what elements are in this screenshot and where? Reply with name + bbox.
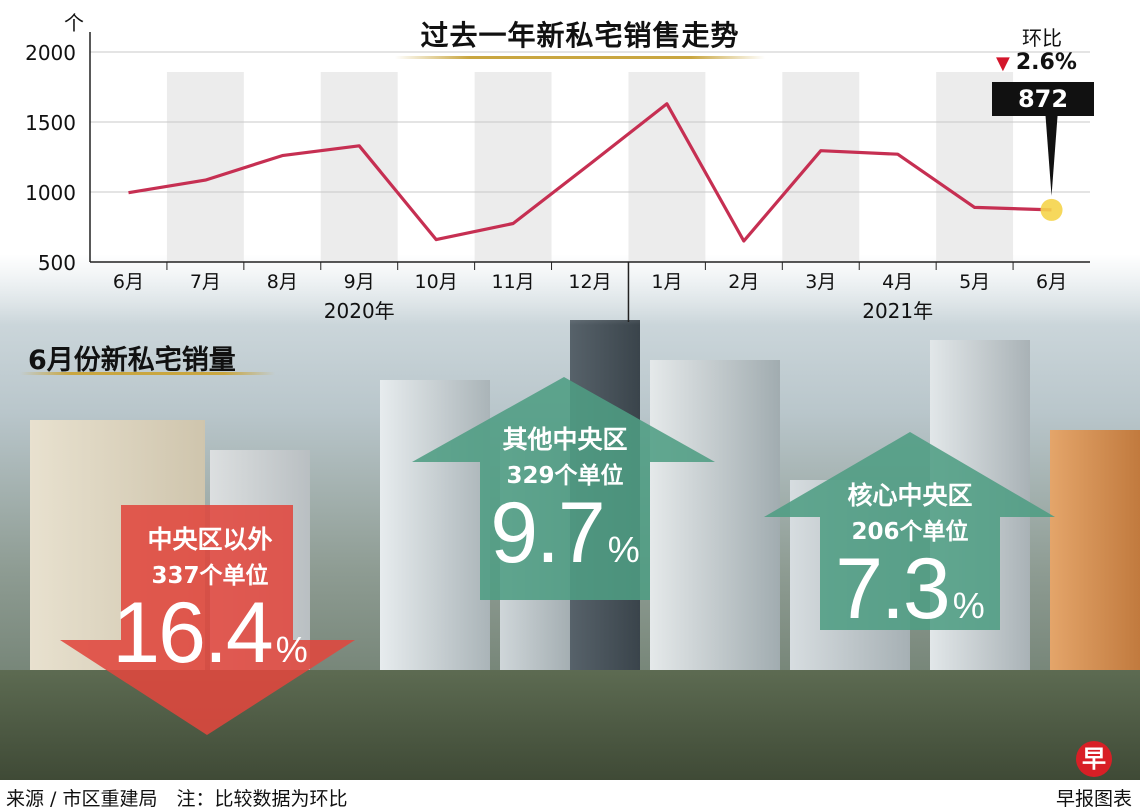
column-band <box>166 72 244 262</box>
y-tick-label: 500 <box>38 251 76 275</box>
y-unit-label: 个 <box>64 11 84 35</box>
column-band <box>782 72 860 262</box>
x-tick-label: 8月 <box>267 271 298 293</box>
region-units: 337个单位 <box>151 563 269 589</box>
region-pct: 16.4 <box>112 585 273 681</box>
section-title: 6月份新私宅销量 <box>28 345 236 376</box>
mom-change-value: 2.6% <box>1015 50 1077 75</box>
x-tick-label: 9月 <box>344 271 375 293</box>
line-chart: 2000 1500 1000 500 个 6月 7月 8月 9月 10月 11月 12月 1月 2月 3月… <box>25 11 1090 323</box>
x-tick-label: 2月 <box>728 271 759 293</box>
column-band <box>320 72 398 262</box>
region-name: 核心中央区 <box>847 481 973 510</box>
x-tick-label: 6月 <box>1036 271 1067 293</box>
series-line <box>128 102 1052 243</box>
x-tick-label: 3月 <box>805 271 836 293</box>
region-pct: 7.3 <box>835 541 951 637</box>
region-outside-central: 中央区以外 337个单位 16.4% <box>100 520 320 676</box>
pct-sign: % <box>607 529 640 570</box>
region-units: 206个单位 <box>851 519 969 545</box>
chart-title: 过去一年新私宅销售走势 <box>420 19 740 52</box>
mom-label: 环比 <box>1022 26 1062 50</box>
x-tick-label: 5月 <box>959 271 990 293</box>
title-underline <box>395 56 765 59</box>
callout-pointer <box>1045 116 1058 196</box>
region-name: 中央区以外 <box>147 525 273 554</box>
down-arrow-outside-central <box>60 505 355 735</box>
region-units: 329个单位 <box>506 463 624 489</box>
y-tick-label: 1000 <box>25 181 76 205</box>
pct-sign: % <box>275 629 308 670</box>
x-tick-label: 6月 <box>113 271 144 293</box>
x-tick-label: 1月 <box>651 271 682 293</box>
y-tick-label: 2000 <box>25 41 76 65</box>
footer: 来源 / 市区重建局 注：比较数据为环比 早报图表 <box>0 780 1140 808</box>
x-tick-label: 7月 <box>190 271 221 293</box>
down-triangle-icon: ▼ <box>996 53 1010 74</box>
section-underline <box>20 372 275 375</box>
region-other-central: 其他中央区 329个单位 9.7% <box>455 420 675 576</box>
mom-change: ▼ 2.6% <box>996 50 1077 75</box>
x-tick-label: 12月 <box>568 271 611 293</box>
up-arrow-other-central <box>412 377 715 600</box>
latest-value-callout: 872 <box>992 82 1094 116</box>
zaobao-logo: 早 <box>1076 741 1112 777</box>
region-name: 其他中央区 <box>502 425 628 454</box>
region-pct: 9.7 <box>490 485 606 581</box>
y-tick-label: 1500 <box>25 111 76 135</box>
year-label: 2020年 <box>324 299 395 323</box>
pct-sign: % <box>952 585 985 626</box>
year-label: 2021年 <box>862 299 933 323</box>
x-tick-label: 11月 <box>491 271 534 293</box>
source-note: 来源 / 市区重建局 注：比较数据为环比 <box>6 788 348 808</box>
x-tick-label: 10月 <box>415 271 458 293</box>
region-core-central: 核心中央区 206个单位 7.3% <box>800 476 1020 632</box>
latest-point-highlight <box>1040 198 1063 221</box>
up-arrow-core-central <box>764 432 1055 630</box>
chart-credit: 早报图表 <box>1055 788 1132 808</box>
x-tick-label: 4月 <box>882 271 913 293</box>
